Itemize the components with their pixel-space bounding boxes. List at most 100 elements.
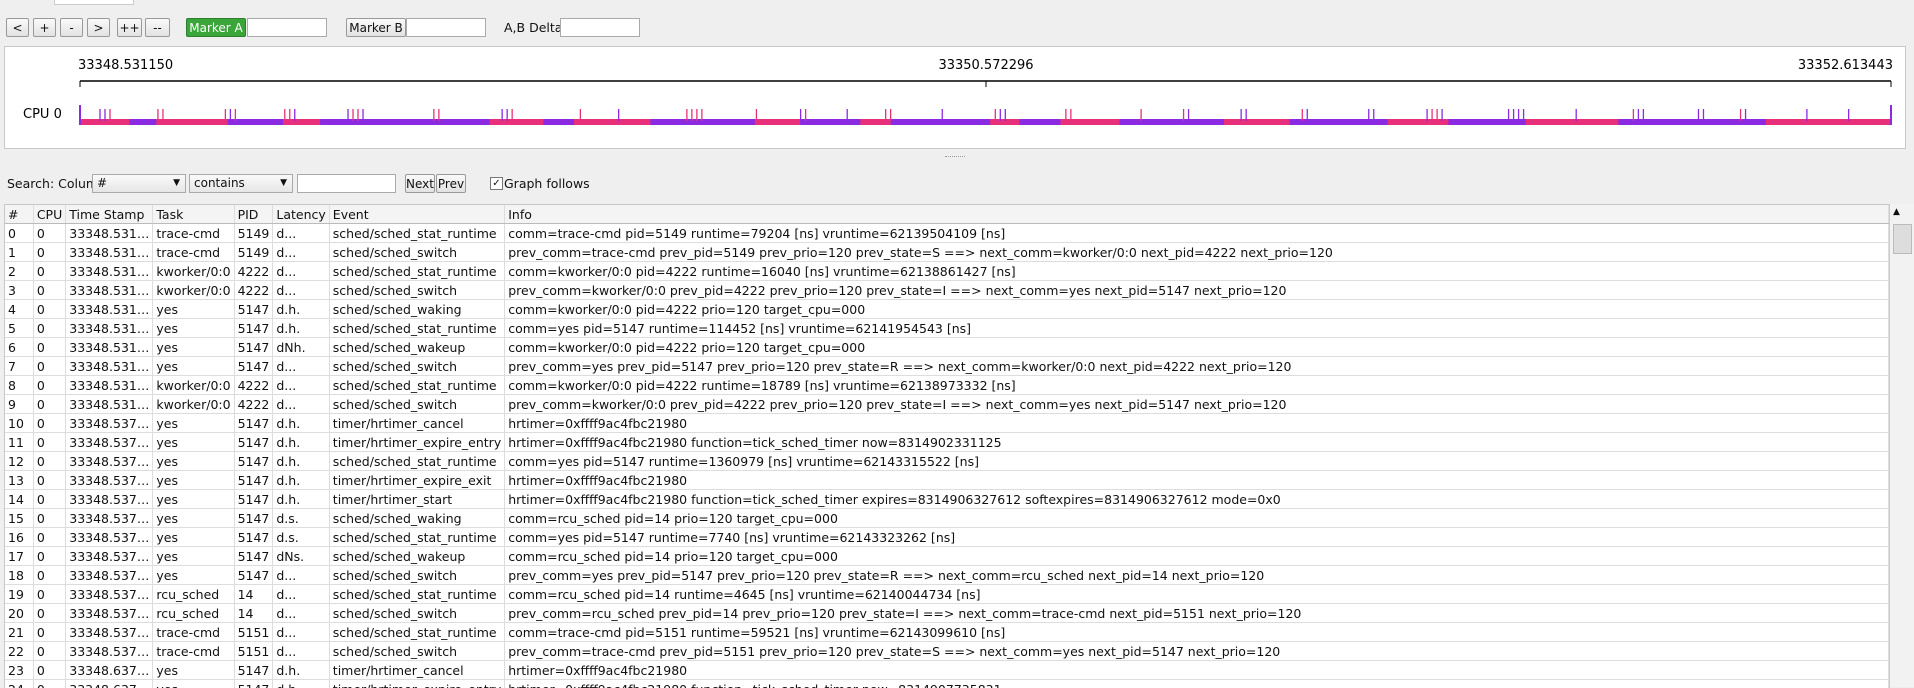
scrollbar[interactable]: ▲: [1889, 204, 1914, 687]
table-cell: 33348.637…: [66, 661, 153, 680]
table-cell: trace-cmd: [153, 642, 234, 661]
table-cell: 0: [33, 300, 65, 319]
scroll-thumb[interactable]: [1893, 224, 1912, 254]
table-cell: comm=trace-cmd pid=5149 runtime=79204 [n…: [505, 224, 1889, 243]
table-cell: comm=kworker/0:0 pid=4222 runtime=16040 …: [505, 262, 1889, 281]
tab[interactable]: [54, 0, 134, 5]
checkbox[interactable]: ✓: [490, 177, 503, 190]
table-cell: sched/sched_stat_runtime: [329, 376, 504, 395]
toolbar-button[interactable]: <: [6, 18, 29, 37]
table-cell: 5147: [234, 452, 273, 471]
marker-a-button[interactable]: Marker A: [186, 18, 246, 37]
table-cell: comm=trace-cmd pid=5151 runtime=59521 [n…: [505, 623, 1889, 642]
trace-segment: [1060, 119, 1085, 125]
table-cell: 0: [33, 281, 65, 300]
table-cell: d...: [273, 262, 329, 281]
table-cell: yes: [153, 471, 234, 490]
scroll-up[interactable]: ▲: [1893, 207, 1900, 217]
column-header[interactable]: Time Stamp: [66, 205, 153, 224]
column-select[interactable]: #▼: [92, 174, 186, 193]
table-cell: comm=yes pid=5147 runtime=114452 [ns] vr…: [505, 319, 1889, 338]
table-cell: 5147: [234, 414, 273, 433]
column-header[interactable]: Latency: [273, 205, 329, 224]
table-cell: prev_comm=kworker/0:0 prev_pid=4222 prev…: [505, 395, 1889, 414]
column-header[interactable]: Task: [153, 205, 234, 224]
table-cell: 0: [33, 319, 65, 338]
table-cell: 0: [33, 414, 65, 433]
time-label: 33352.613443: [1798, 58, 1893, 73]
cpu-trace[interactable]: [80, 105, 1891, 125]
table-cell: yes: [153, 414, 234, 433]
table-cell: d...: [273, 642, 329, 661]
table-cell: timer/hrtimer_start: [329, 490, 504, 509]
trace-base: [80, 119, 1891, 125]
table-cell: 5147: [234, 509, 273, 528]
table-cell: 5147: [234, 357, 273, 376]
checkbox-label: Graph follows: [504, 174, 590, 193]
toolbar-button[interactable]: ++: [117, 18, 142, 37]
prev-button[interactable]: Prev: [436, 174, 466, 193]
trace-segment: [203, 119, 228, 125]
table-cell: 33348.537…: [66, 547, 153, 566]
search-input[interactable]: [297, 174, 396, 193]
table-cell: 5149: [234, 243, 273, 262]
column-header[interactable]: CPU: [33, 205, 65, 224]
table-cell: 5151: [234, 623, 273, 642]
column-header[interactable]: Event: [329, 205, 504, 224]
splitter[interactable]: [945, 156, 965, 159]
next-button[interactable]: Next: [405, 174, 435, 193]
marker-a-input[interactable]: [247, 18, 327, 37]
column-header[interactable]: PID: [234, 205, 273, 224]
toolbar-button[interactable]: --: [145, 18, 170, 37]
table-cell: rcu_sched: [153, 604, 234, 623]
table-cell: d...: [273, 623, 329, 642]
column-header[interactable]: Info: [505, 205, 1889, 224]
table-cell: 0: [33, 452, 65, 471]
toolbar-button[interactable]: -: [60, 18, 83, 37]
condition-select[interactable]: contains▼: [189, 174, 293, 193]
table-cell: d.s.: [273, 528, 329, 547]
table-cell: 33348.537…: [66, 585, 153, 604]
table-cell: 33348.537…: [66, 642, 153, 661]
table-cell: 0: [33, 376, 65, 395]
table-cell: comm=rcu_sched pid=14 runtime=4645 [ns] …: [505, 585, 1889, 604]
table-cell: d.h.: [273, 433, 329, 452]
table-cell: 33348.537…: [66, 414, 153, 433]
marker-b-button[interactable]: Marker B: [346, 18, 406, 37]
table-cell: kworker/0:0: [153, 376, 234, 395]
table-cell: sched/sched_switch: [329, 642, 504, 661]
column-header[interactable]: #: [5, 205, 33, 224]
table-cell: d...: [273, 357, 329, 376]
table-cell: sched/sched_stat_runtime: [329, 528, 504, 547]
toolbar-button[interactable]: +: [33, 18, 56, 37]
delta-input[interactable]: [560, 18, 640, 37]
toolbar-button[interactable]: >: [87, 18, 110, 37]
marker-b-input[interactable]: [406, 18, 486, 37]
table-cell: hrtimer=0xffff9ac4fbc21980 function=tick…: [505, 433, 1889, 452]
table-cell: kworker/0:0: [153, 262, 234, 281]
